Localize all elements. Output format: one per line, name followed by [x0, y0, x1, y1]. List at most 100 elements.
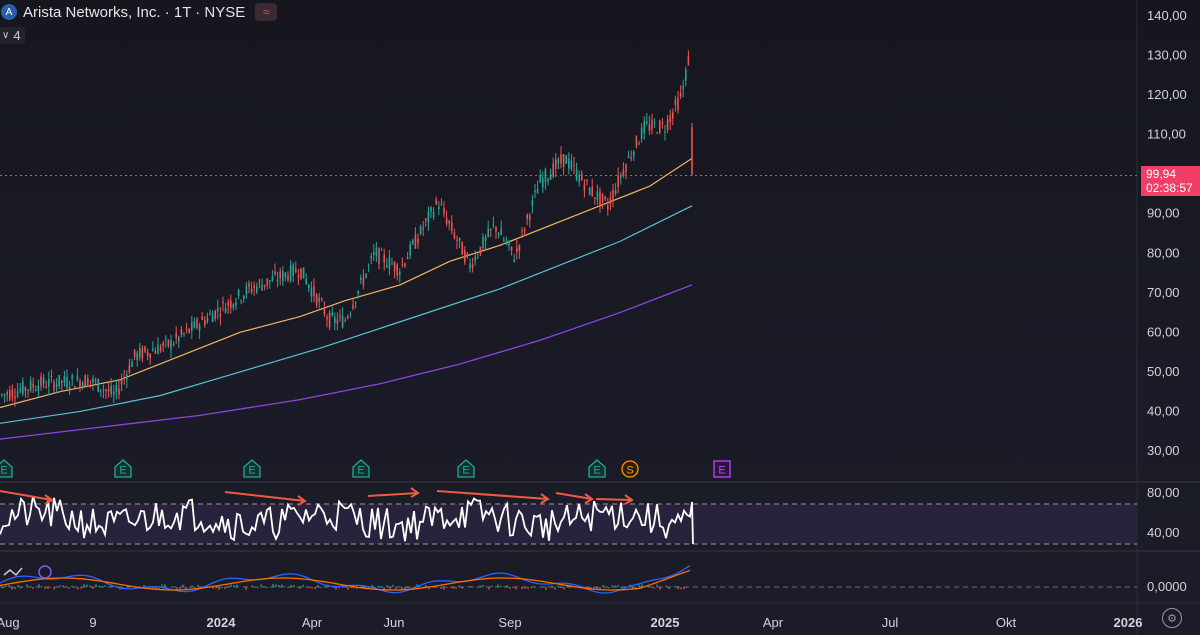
- last-price-label: 99,94 02:38:57: [1141, 166, 1200, 196]
- indicators-toggle-button[interactable]: ∨ 4: [0, 27, 25, 44]
- price-axis-label: 50,00: [1147, 364, 1180, 379]
- earnings-event-icon[interactable]: E: [589, 460, 605, 477]
- candle-body: [420, 226, 422, 234]
- earnings-event-icon[interactable]: E: [353, 460, 369, 477]
- candle-body: [381, 250, 383, 251]
- candle-body: [625, 165, 627, 172]
- event-label: E: [718, 465, 725, 477]
- candle-body: [303, 267, 305, 278]
- candle-body: [279, 271, 281, 278]
- candle-body: [344, 321, 346, 322]
- rsi-divergence-line: [0, 491, 52, 500]
- settings-gear-icon[interactable]: ⚙: [1162, 608, 1182, 628]
- candle-body: [321, 299, 323, 300]
- candle-body: [396, 265, 398, 276]
- candle-body: [412, 241, 414, 244]
- candle-body: [443, 208, 445, 214]
- candle-body: [339, 315, 341, 316]
- candle-body: [199, 326, 201, 331]
- earnings-event-icon[interactable]: E: [244, 460, 260, 477]
- split-event-icon[interactable]: S: [622, 461, 638, 477]
- candle-body: [129, 365, 131, 373]
- candle-body: [329, 313, 331, 328]
- candle-body: [274, 272, 276, 275]
- earnings-event-icon[interactable]: E: [0, 460, 12, 477]
- earnings-event-icon[interactable]: E: [458, 460, 474, 477]
- candle-body: [368, 265, 370, 266]
- candle-body: [248, 283, 250, 286]
- candle-body: [615, 190, 617, 194]
- candle-body: [149, 354, 151, 359]
- candle-body: [664, 132, 666, 133]
- candle-body: [58, 375, 60, 386]
- candle-body: [97, 379, 99, 392]
- candle-body: [295, 269, 297, 273]
- candle-body: [516, 248, 518, 252]
- price-axis-label: 130,00: [1147, 48, 1187, 63]
- price-axis-label: 140,00: [1147, 8, 1187, 23]
- candle-body: [331, 313, 333, 315]
- last-price: 99,94: [1146, 167, 1200, 181]
- candle-body: [165, 339, 167, 340]
- candle-body: [173, 344, 175, 345]
- candle-body: [467, 253, 469, 256]
- candle-body: [365, 274, 367, 278]
- event-label: E: [248, 465, 255, 477]
- price-axis-label: 80,00: [1147, 245, 1180, 260]
- candle-body: [225, 308, 227, 313]
- candle-body: [318, 298, 320, 302]
- candle-body: [586, 180, 588, 182]
- candle-body: [136, 353, 138, 360]
- candle-body: [417, 239, 419, 244]
- candle-body: [25, 387, 27, 390]
- candle-body: [22, 381, 24, 394]
- candle-body: [191, 322, 193, 331]
- candle-body: [19, 389, 21, 391]
- candle-body: [433, 212, 435, 217]
- candle-body: [464, 250, 466, 262]
- macd-axis-label: 0,0000: [1147, 579, 1187, 594]
- rsi-divergence-line: [596, 499, 632, 500]
- arista-logo-icon: A: [1, 4, 17, 20]
- symbol-title[interactable]: Arista Networks, Inc. · 1T · NYSE: [23, 4, 245, 21]
- candle-body: [649, 124, 651, 131]
- time-axis-label: Jul: [882, 615, 899, 630]
- candle-body: [240, 300, 242, 301]
- candle-body: [287, 276, 289, 281]
- candle-body: [404, 263, 406, 266]
- candle-body: [654, 123, 656, 124]
- macd-indicator-icon: [4, 568, 22, 575]
- candle-body: [253, 285, 255, 288]
- candle-body: [487, 229, 489, 237]
- time-axis-label: Okt: [996, 615, 1017, 630]
- candle-body: [269, 280, 271, 282]
- candle-body: [532, 200, 534, 205]
- candle-body: [139, 348, 141, 358]
- candle-body: [147, 352, 149, 356]
- symbol-status-icon[interactable]: ≈: [255, 3, 277, 21]
- candle-body: [521, 230, 523, 231]
- candle-body: [589, 188, 591, 195]
- earnings-event-icon[interactable]: E: [714, 461, 730, 477]
- candle-body: [604, 197, 606, 199]
- candle-body: [230, 300, 232, 307]
- candle-body: [503, 239, 505, 241]
- candle-body: [581, 173, 583, 180]
- earnings-event-icon[interactable]: E: [115, 460, 131, 477]
- candle-body: [40, 376, 42, 386]
- rsi-axis-label: 80,00: [1147, 485, 1180, 500]
- candle-body: [214, 311, 216, 319]
- candle-body: [152, 349, 154, 351]
- event-label: S: [626, 465, 633, 477]
- candle-body: [363, 277, 365, 285]
- candle-body: [201, 317, 203, 320]
- candle-body: [110, 386, 112, 394]
- candle-body: [160, 347, 162, 351]
- candle-body: [659, 121, 661, 133]
- candle-body: [594, 197, 596, 198]
- candle-body: [298, 275, 300, 277]
- candle-body: [311, 288, 313, 296]
- candle-body: [662, 122, 664, 124]
